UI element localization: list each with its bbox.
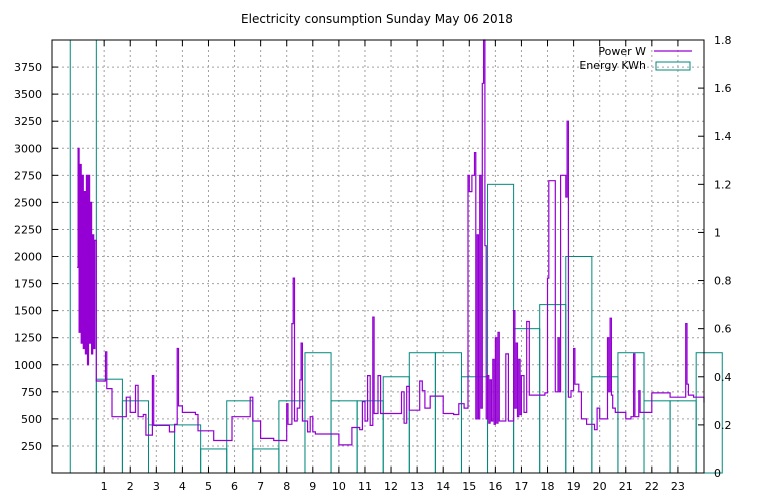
y-tick-label: 500 <box>21 413 42 426</box>
x-tick-label: 3 <box>153 480 160 493</box>
y2-tick-label: 0.4 <box>714 371 732 384</box>
y-tick-label: 750 <box>21 386 42 399</box>
y-tick-label: 1250 <box>14 332 42 345</box>
energy-bar <box>643 400 671 474</box>
y2-tick-label: 1.4 <box>714 130 732 143</box>
y2-tick-label: 0.2 <box>714 419 732 432</box>
y-tick-label: 2250 <box>14 223 42 236</box>
legend-power-label: Power W <box>598 45 646 58</box>
energy-bar <box>382 376 410 474</box>
x-tick-label: 6 <box>231 480 238 493</box>
energy-bar <box>174 424 202 474</box>
legend-energy-label: Energy KWh <box>579 59 646 72</box>
x-tick-label: 12 <box>384 480 398 493</box>
energy-bar <box>487 183 515 474</box>
energy-bar <box>200 448 228 474</box>
energy-bar <box>304 352 332 474</box>
x-tick-label: 17 <box>514 480 528 493</box>
x-tick-label: 23 <box>671 480 685 493</box>
y-tick-label: 250 <box>21 440 42 453</box>
x-tick-label: 7 <box>257 480 264 493</box>
x-tick-label: 16 <box>488 480 502 493</box>
energy-bar <box>330 400 358 474</box>
energy-bar <box>408 352 436 474</box>
energy-bar <box>226 400 254 474</box>
x-tick-label: 18 <box>541 480 555 493</box>
x-tick-label: 22 <box>645 480 659 493</box>
y-tick-label: 3000 <box>14 142 42 155</box>
y2-tick-label: 1.8 <box>714 34 732 47</box>
x-tick-label: 19 <box>567 480 581 493</box>
y2-tick-label: 0.8 <box>714 275 732 288</box>
energy-bar <box>669 400 697 474</box>
y-tick-label: 3250 <box>14 115 42 128</box>
chart-title: Electricity consumption Sunday May 06 20… <box>241 12 513 26</box>
axes: 1 2 3 4 5 6 7 8 9 10 11 12 13 14 15 16 17 18 19 20 21 22 23250… <box>14 34 732 493</box>
legend-energy-swatch <box>655 61 691 71</box>
energy-bar <box>95 378 123 474</box>
power-line <box>77 39 705 446</box>
y-tick-label: 3500 <box>14 88 42 101</box>
y2-tick-label: 1.2 <box>714 178 732 191</box>
x-tick-label: 11 <box>358 480 372 493</box>
energy-bar <box>695 352 723 474</box>
legend: Power W Energy KWh <box>579 45 692 72</box>
y-tick-label: 1000 <box>14 359 42 372</box>
x-tick-label: 1 <box>101 480 108 493</box>
x-tick-label: 14 <box>436 480 450 493</box>
x-tick-label: 13 <box>410 480 424 493</box>
x-tick-label: 5 <box>205 480 212 493</box>
x-tick-label: 21 <box>619 480 633 493</box>
y2-tick-label: 1 <box>714 226 721 239</box>
x-tick-label: 8 <box>283 480 290 493</box>
x-tick-label: 15 <box>462 480 476 493</box>
y-tick-label: 2750 <box>14 169 42 182</box>
y-tick-label: 3750 <box>14 61 42 74</box>
y-tick-label: 1750 <box>14 278 42 291</box>
y-tick-label: 2000 <box>14 251 42 264</box>
power-w-series <box>77 39 705 446</box>
y2-tick-label: 0 <box>714 467 721 480</box>
energy-bar <box>591 376 619 474</box>
x-tick-label: 4 <box>179 480 186 493</box>
energy-bar <box>460 376 489 474</box>
y-tick-label: 2500 <box>14 196 42 209</box>
energy-bar <box>539 304 567 474</box>
energy-bar <box>434 352 462 474</box>
y2-tick-label: 0.6 <box>714 323 732 336</box>
y2-tick-label: 1.6 <box>714 82 732 95</box>
energy-bar <box>252 448 280 474</box>
x-tick-label: 2 <box>127 480 134 493</box>
y-tick-label: 1500 <box>14 305 42 318</box>
x-tick-label: 20 <box>593 480 607 493</box>
x-tick-label: 9 <box>309 480 316 493</box>
x-tick-label: 10 <box>332 480 346 493</box>
